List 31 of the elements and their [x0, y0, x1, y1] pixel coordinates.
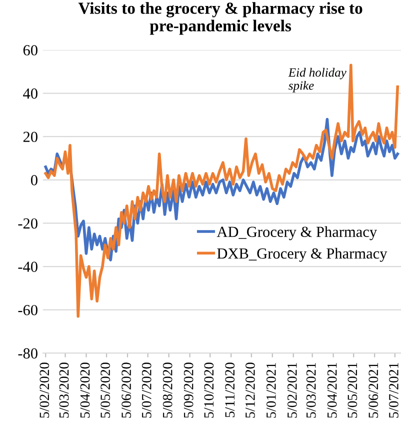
- y-tick-label: 60: [23, 45, 38, 56]
- x-tick-label: 5/08/2020: [162, 362, 172, 418]
- y-tick-label: 0: [30, 175, 38, 186]
- x-tick-label: 5/09/2020: [184, 362, 194, 418]
- y-tick-label: -80: [18, 348, 38, 359]
- x-tick-label: 5/07/2021: [389, 362, 398, 418]
- line-series: [44, 64, 400, 318]
- x-tick-label: 5/11/2020: [225, 362, 235, 418]
- x-tick-label: 5/07/2020: [142, 362, 152, 418]
- x-tick-label: 5/12/2020: [246, 362, 255, 418]
- x-tick-label: 5/02/2020: [40, 362, 50, 418]
- y-tick-label: 40: [23, 88, 38, 99]
- x-tick-label: 5/03/2020: [59, 362, 69, 418]
- y-tick-label: -60: [18, 304, 38, 316]
- x-tick-label: 5/03/2021: [306, 362, 316, 418]
- x-tick-label: 5/10/2020: [204, 362, 214, 418]
- x-tick-label: 5/01/2021: [266, 362, 276, 418]
- chart-title: Visits to the grocery & pharmacy rise to pre-pandemic levels: [78, 2, 362, 35]
- x-tick-label: 5/04/2021: [327, 362, 337, 418]
- y-tick-label: -20: [18, 218, 38, 229]
- x-tick-label: 5/05/2020: [100, 362, 110, 418]
- y-tick-label: 20: [23, 132, 38, 142]
- x-tick-label: 5/05/2021: [348, 362, 358, 418]
- legend-label: DXB_Grocery & Pharmacy: [217, 248, 388, 262]
- x-tick-label: 5/06/2020: [122, 362, 131, 418]
- x-tick-label: 5/04/2020: [80, 362, 90, 418]
- annotation: Eid holiday spike: [288, 68, 346, 92]
- y-tick-label: -40: [18, 262, 38, 272]
- x-tick-label: 5/06/2021: [368, 362, 378, 418]
- x-tick-label: 5/02/2021: [287, 362, 297, 418]
- legend-label: AD_Grocery & Pharmacy: [216, 226, 377, 240]
